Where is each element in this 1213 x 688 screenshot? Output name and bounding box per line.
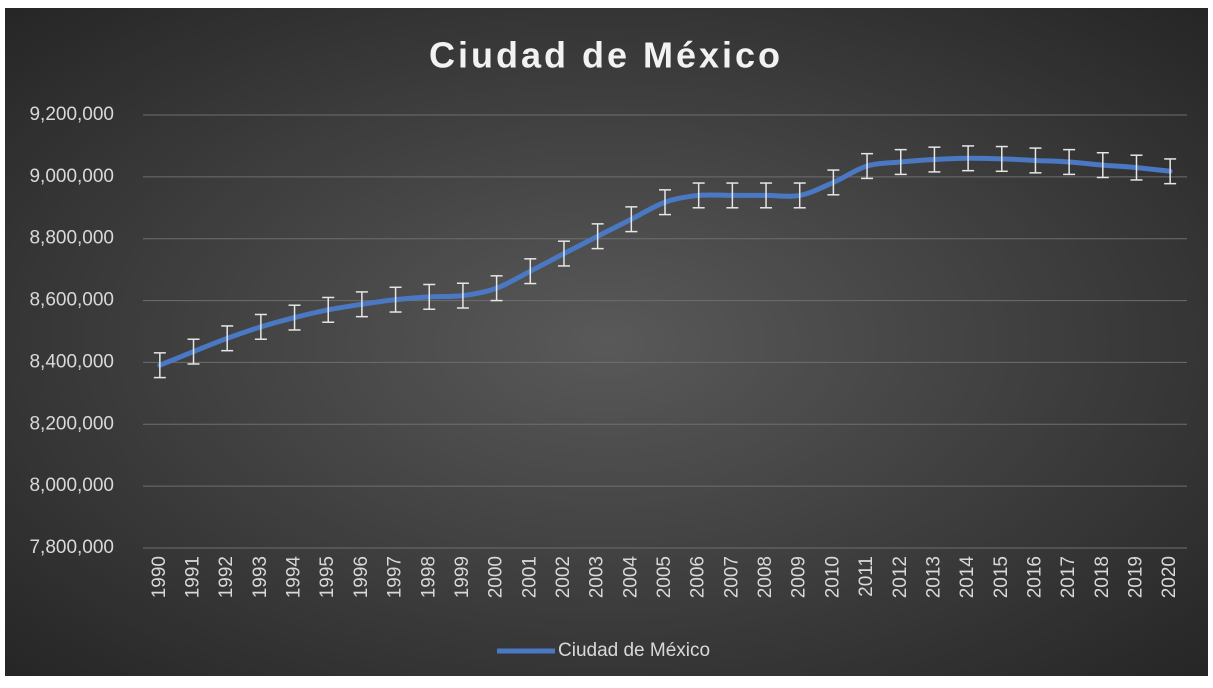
y-tick-label: 8,600,000 bbox=[29, 290, 114, 311]
error-bar bbox=[928, 146, 941, 173]
error-bar bbox=[187, 338, 200, 365]
error-bar bbox=[726, 182, 739, 209]
chart-title: Ciudad de México bbox=[429, 35, 783, 76]
error-bar bbox=[1063, 148, 1076, 176]
x-tick-label: 2008 bbox=[755, 556, 776, 598]
y-tick-label: 8,200,000 bbox=[29, 413, 114, 434]
y-tick-label: 7,800,000 bbox=[29, 537, 114, 558]
x-tick-label: 1991 bbox=[183, 556, 204, 598]
error-bar bbox=[322, 296, 335, 323]
x-tick-label: 2011 bbox=[856, 556, 877, 597]
y-tick-label: 8,800,000 bbox=[29, 228, 114, 249]
error-bar bbox=[1130, 154, 1143, 181]
legend-label: Ciudad de México bbox=[558, 640, 710, 661]
x-tick-label: 2003 bbox=[587, 556, 608, 598]
x-tick-label: 2015 bbox=[991, 556, 1012, 598]
error-bar bbox=[793, 182, 806, 209]
error-bar bbox=[1096, 151, 1109, 179]
error-bar bbox=[995, 145, 1008, 173]
x-tick-label: 2018 bbox=[1092, 556, 1113, 598]
x-tick-label: 1992 bbox=[216, 556, 237, 598]
y-tick-label: 9,000,000 bbox=[29, 166, 114, 187]
x-tick-label: 2019 bbox=[1125, 556, 1146, 598]
y-tick-label: 8,000,000 bbox=[29, 475, 114, 496]
error-bar bbox=[760, 182, 773, 209]
x-tick-label: 1999 bbox=[452, 556, 473, 598]
x-tick-label: 1990 bbox=[149, 556, 170, 598]
error-bar bbox=[962, 145, 975, 172]
x-tick-label: 2001 bbox=[519, 556, 540, 598]
error-bar bbox=[254, 313, 267, 340]
x-tick-label: 2000 bbox=[486, 556, 507, 598]
error-bar bbox=[557, 240, 570, 267]
x-tick-label: 2013 bbox=[923, 556, 944, 598]
error-bar bbox=[389, 286, 402, 313]
y-tick-label: 9,200,000 bbox=[29, 104, 114, 125]
error-bar bbox=[288, 304, 301, 331]
x-tick-label: 2010 bbox=[822, 556, 843, 598]
error-bar bbox=[355, 291, 368, 318]
error-bar bbox=[591, 223, 604, 250]
error-bar bbox=[827, 169, 840, 196]
x-tick-label: 2014 bbox=[957, 556, 978, 599]
x-tick-label: 2016 bbox=[1024, 556, 1045, 598]
error-bar bbox=[1164, 158, 1177, 185]
x-tick-label: 2002 bbox=[553, 556, 574, 598]
error-bar bbox=[692, 182, 705, 209]
x-tick-label: 2017 bbox=[1058, 556, 1079, 598]
error-bar bbox=[861, 152, 874, 180]
x-tick-label: 1996 bbox=[351, 556, 372, 598]
x-tick-label: 2004 bbox=[620, 556, 641, 599]
y-tick-label: 8,400,000 bbox=[29, 351, 114, 372]
error-bar bbox=[423, 283, 436, 310]
chart-background bbox=[5, 8, 1208, 676]
error-bar bbox=[625, 206, 638, 233]
x-tick-label: 1993 bbox=[250, 556, 271, 598]
x-tick-label: 1994 bbox=[284, 556, 305, 599]
error-bar bbox=[659, 189, 671, 216]
error-bar bbox=[456, 282, 469, 309]
x-tick-label: 2005 bbox=[654, 556, 675, 598]
error-bar bbox=[221, 325, 234, 352]
error-bar bbox=[894, 148, 907, 176]
x-tick-label: 1995 bbox=[317, 556, 338, 598]
error-bar bbox=[1029, 147, 1042, 174]
x-tick-label: 2006 bbox=[688, 556, 709, 598]
x-tick-label: 2020 bbox=[1159, 556, 1180, 598]
error-bar bbox=[153, 352, 166, 379]
x-tick-label: 2007 bbox=[721, 556, 742, 598]
x-tick-label: 2009 bbox=[789, 556, 810, 598]
x-tick-label: 1997 bbox=[385, 556, 406, 598]
error-bar bbox=[524, 258, 537, 285]
x-tick-label: 2012 bbox=[890, 556, 911, 598]
error-bar bbox=[490, 275, 503, 302]
x-tick-label: 1998 bbox=[418, 556, 439, 598]
